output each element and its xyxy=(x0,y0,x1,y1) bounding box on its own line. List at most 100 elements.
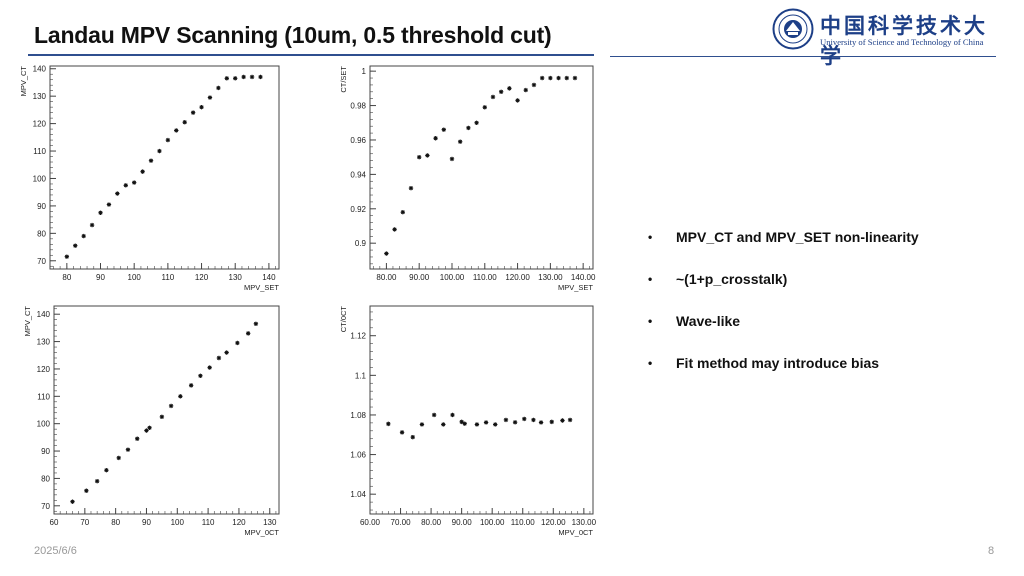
data-point xyxy=(198,373,203,378)
y-tick-label: 0.9 xyxy=(355,239,367,248)
x-tick-label: 120 xyxy=(195,273,209,282)
bullet-marker: • xyxy=(648,356,653,370)
plot-frame xyxy=(369,305,594,515)
bullet-text: MPV_CT and MPV_SET non-linearity xyxy=(676,229,919,245)
data-point xyxy=(431,412,437,418)
data-point xyxy=(135,436,140,441)
data-point xyxy=(457,139,463,144)
data-point xyxy=(408,185,414,191)
x-tick-label: 140.00 xyxy=(571,273,596,282)
y-tick-label: 140 xyxy=(33,65,47,74)
x-tick-label: 110.00 xyxy=(473,273,497,282)
data-point xyxy=(253,321,259,326)
data-point xyxy=(560,418,565,423)
y-tick-label: 1.1 xyxy=(355,371,367,380)
data-point xyxy=(493,422,498,427)
data-point xyxy=(116,455,121,461)
data-point xyxy=(159,414,165,420)
header-rule xyxy=(610,56,996,57)
data-point xyxy=(425,153,430,158)
slide-title: Landau MPV Scanning (10um, 0.5 threshold… xyxy=(34,22,552,48)
x-tick-label: 140 xyxy=(262,273,276,282)
data-point xyxy=(531,82,537,88)
data-point xyxy=(556,75,561,81)
university-logo: 中国科学技术大学 University of Science and Techn… xyxy=(772,8,1002,68)
y-tick-label: 0.92 xyxy=(350,205,366,214)
data-point xyxy=(419,422,425,427)
data-point xyxy=(512,420,518,425)
data-point xyxy=(147,425,152,430)
data-point xyxy=(94,478,100,484)
y-tick-label: 130 xyxy=(33,92,47,101)
y-tick-label: 120 xyxy=(37,365,51,374)
y-tick-label: 0.96 xyxy=(350,136,366,145)
data-point xyxy=(258,74,263,80)
x-tick-label: 90.00 xyxy=(409,273,430,282)
y-tick-label: 90 xyxy=(37,202,46,211)
data-point xyxy=(538,420,544,425)
data-point xyxy=(386,421,391,427)
data-point xyxy=(466,125,471,131)
y-axis-label: MPV_CT xyxy=(19,66,28,97)
data-point xyxy=(174,128,179,133)
data-point xyxy=(188,383,194,388)
data-point xyxy=(70,499,75,504)
y-tick-label: 70 xyxy=(37,257,46,266)
y-tick-label: 100 xyxy=(37,420,51,429)
x-tick-label: 100 xyxy=(171,518,185,527)
data-point xyxy=(216,85,221,91)
data-point xyxy=(548,75,553,81)
data-point xyxy=(400,210,405,215)
y-tick-label: 1 xyxy=(362,67,367,76)
data-point xyxy=(199,104,204,110)
data-point xyxy=(539,75,545,81)
data-point xyxy=(148,158,154,163)
data-point xyxy=(567,417,573,423)
data-point xyxy=(416,154,422,160)
y-tick-label: 110 xyxy=(33,147,46,156)
bullet-marker: • xyxy=(648,230,653,244)
data-point xyxy=(384,251,389,256)
data-point xyxy=(522,416,527,422)
data-point xyxy=(498,89,504,95)
data-point xyxy=(207,365,212,370)
data-point xyxy=(224,350,229,355)
data-point xyxy=(224,76,230,81)
x-tick-label: 130.00 xyxy=(572,518,597,527)
x-tick-label: 130 xyxy=(229,273,243,282)
y-tick-label: 90 xyxy=(41,447,50,456)
x-tick-label: 110.00 xyxy=(511,518,535,527)
bullet-text: Fit method may introduce bias xyxy=(676,355,880,371)
y-tick-label: 120 xyxy=(33,120,47,129)
x-axis-label: MPV_SET xyxy=(244,283,279,292)
y-axis-label: CT/0CT xyxy=(339,306,348,333)
x-tick-label: 70.00 xyxy=(391,518,412,527)
data-point xyxy=(235,340,240,346)
y-tick-label: 1.06 xyxy=(350,451,366,460)
y-tick-label: 100 xyxy=(33,174,47,183)
data-point xyxy=(115,191,120,196)
plot-ct0ct-ratio: 60.00 70.00 80.00 90.00 100.00 110.00 120.00 13… xyxy=(330,302,598,538)
data-point xyxy=(157,148,162,154)
data-point xyxy=(462,421,467,426)
title-underline xyxy=(28,54,594,56)
data-point xyxy=(410,434,415,440)
x-tick-label: 80.00 xyxy=(421,518,442,527)
data-point xyxy=(140,169,145,174)
data-point xyxy=(125,447,131,452)
data-point xyxy=(241,74,246,80)
y-tick-label: 1.04 xyxy=(350,490,366,499)
bullet-marker: • xyxy=(648,272,653,286)
data-point xyxy=(549,419,554,425)
x-tick-label: 100.00 xyxy=(440,273,465,282)
data-point xyxy=(474,422,480,427)
y-tick-label: 80 xyxy=(41,474,50,483)
x-tick-label: 120.00 xyxy=(541,518,566,527)
scatter-chart: 60.00 70.00 80.00 90.00 100.00 110.00 120.00 13… xyxy=(339,305,597,537)
data-point xyxy=(249,74,255,80)
scatter-chart: 80 90 100 110 120 130 140 70 80 90 100 110 120 130 140… xyxy=(19,65,280,292)
data-point xyxy=(190,110,196,115)
x-axis-label: MPV_0CT xyxy=(244,528,279,537)
data-point xyxy=(73,243,78,248)
data-point xyxy=(168,403,174,409)
